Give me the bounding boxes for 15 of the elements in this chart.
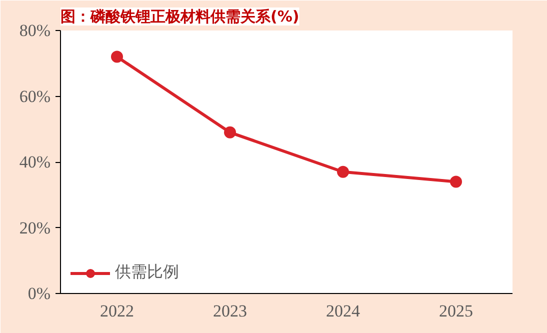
- y-tick-label: 20%: [19, 218, 51, 238]
- point: [111, 50, 123, 63]
- x-tick-label: 2023: [213, 302, 247, 320]
- x-tick-label: 2022: [100, 302, 134, 320]
- point: [337, 166, 349, 178]
- legend-label: 供需比例: [115, 262, 179, 283]
- y-tick-label: 60%: [19, 86, 51, 106]
- y-tick-label: 0%: [28, 284, 51, 303]
- x-tick-label: 2024: [326, 302, 360, 320]
- y-tick-label: 80%: [19, 21, 51, 40]
- point: [224, 126, 236, 138]
- chart-title: 图：磷酸铁锂正极材料供需关系(%): [60, 8, 300, 26]
- x-tick-label: 2025: [439, 302, 473, 320]
- y-tick-label: 40%: [19, 152, 51, 172]
- point: [450, 176, 462, 188]
